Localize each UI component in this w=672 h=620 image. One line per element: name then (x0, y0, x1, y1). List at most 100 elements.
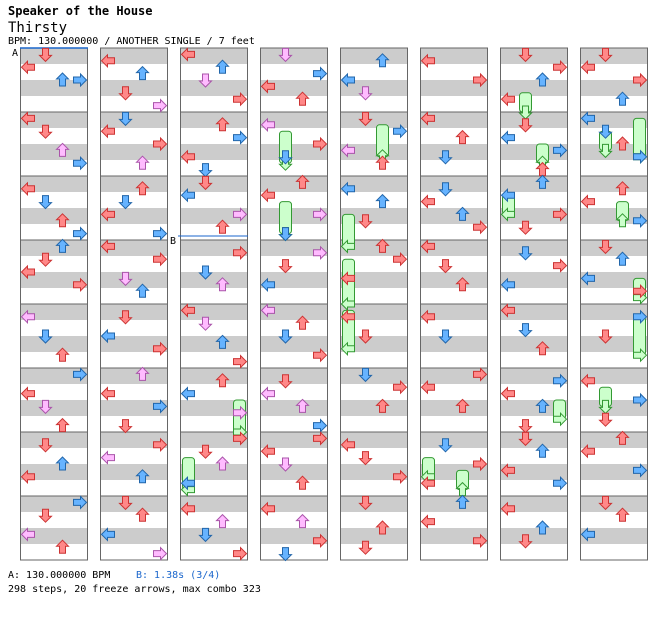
beat-band (420, 208, 488, 224)
beat-band (180, 544, 248, 560)
beat-band (580, 400, 648, 416)
step-arrow-down-icon (438, 329, 453, 344)
beat-band (420, 144, 488, 160)
step-arrow-up-icon (55, 456, 70, 471)
freeze-arrow (455, 469, 470, 497)
beat-band (500, 128, 568, 144)
step-arrow-right-icon (233, 431, 248, 446)
step-arrow-up-icon (215, 219, 230, 234)
beat-band (20, 240, 88, 256)
beat-band (420, 224, 488, 240)
chart-column (500, 47, 568, 561)
beat-band (20, 64, 88, 80)
beat-band (180, 208, 248, 224)
beat-band (420, 160, 488, 176)
beat-band (580, 368, 648, 384)
beat-band (180, 96, 248, 112)
beat-band (340, 480, 408, 496)
step-arrow-right-icon (473, 367, 488, 382)
step-arrow-right-icon (313, 533, 328, 549)
beat-band (340, 96, 408, 112)
step-arrow-left-icon (100, 450, 115, 465)
beat-band (340, 192, 408, 208)
beat-band (260, 256, 328, 272)
beat-band (20, 176, 88, 192)
step-arrow-left-icon (180, 149, 195, 165)
step-arrow-up-icon (135, 65, 150, 81)
step-arrow-left-icon (180, 187, 195, 203)
beat-band (180, 112, 248, 128)
beat-band (420, 80, 488, 96)
step-arrow-down-icon (198, 527, 213, 543)
step-arrow-left-icon (580, 271, 595, 286)
beat-band (180, 512, 248, 528)
step-arrow-down-icon (438, 150, 453, 165)
beat-band (420, 112, 488, 128)
beat-band (180, 400, 248, 416)
beat-band (260, 528, 328, 544)
step-arrow-down-icon (278, 259, 293, 274)
step-arrow-right-icon (153, 437, 168, 453)
beat-band (500, 144, 568, 160)
step-arrow-right-icon (393, 379, 408, 395)
beat-band (20, 496, 88, 512)
chart-column (100, 47, 168, 561)
beat-band (500, 544, 568, 560)
beat-band (260, 432, 328, 448)
step-arrow-left-icon (260, 303, 275, 318)
beat-band (100, 112, 168, 128)
step-arrow-left-icon (260, 443, 275, 459)
step-arrow-left-icon (340, 181, 355, 197)
step-arrow-up-icon (215, 117, 230, 132)
beat-band (420, 320, 488, 336)
column-border (340, 47, 408, 561)
beat-band (180, 304, 248, 320)
beat-band (340, 384, 408, 400)
beat-band (20, 448, 88, 464)
beat-band (500, 288, 568, 304)
beat-band (340, 544, 408, 560)
beat-band (100, 512, 168, 528)
step-arrow-down-icon (278, 329, 293, 344)
step-arrow-left-icon (100, 239, 115, 254)
beat-band (100, 160, 168, 176)
beat-band (500, 64, 568, 80)
beat-band (420, 192, 488, 208)
step-arrow-down-icon (518, 246, 533, 261)
step-arrow-down-icon (598, 47, 613, 63)
beat-band (500, 384, 568, 400)
step-arrow-right-icon (313, 207, 328, 222)
freeze-arrow (500, 194, 515, 222)
step-arrow-right-icon (553, 207, 568, 222)
beat-band (20, 80, 88, 96)
step-arrow-up-icon (215, 513, 230, 529)
step-arrow-right-icon (313, 347, 328, 363)
step-arrow-down-icon (598, 495, 613, 511)
beat-band (580, 320, 648, 336)
step-arrow-left-icon (580, 194, 595, 209)
beat-band (340, 208, 408, 224)
beat-band (100, 224, 168, 240)
beat-band (260, 208, 328, 224)
beat-band (100, 64, 168, 80)
step-arrow-right-icon (73, 367, 88, 382)
beat-band (260, 48, 328, 64)
beat-band (340, 528, 408, 544)
beat-band (420, 96, 488, 112)
beat-band (100, 288, 168, 304)
step-arrow-down-icon (118, 419, 133, 434)
beat-band (260, 224, 328, 240)
step-arrow-down-icon (118, 86, 133, 101)
step-arrow-down-icon (358, 214, 373, 229)
beat-band (500, 192, 568, 208)
beat-band (20, 544, 88, 560)
step-arrow-down-icon (358, 495, 373, 511)
step-arrow-down-icon (358, 329, 373, 344)
step-arrow-down-icon (118, 495, 133, 511)
step-arrow-up-icon (295, 513, 310, 529)
beat-band (100, 144, 168, 160)
step-arrow-left-icon (20, 469, 35, 485)
beat-band (580, 288, 648, 304)
beat-band (100, 208, 168, 224)
beat-band (340, 416, 408, 432)
